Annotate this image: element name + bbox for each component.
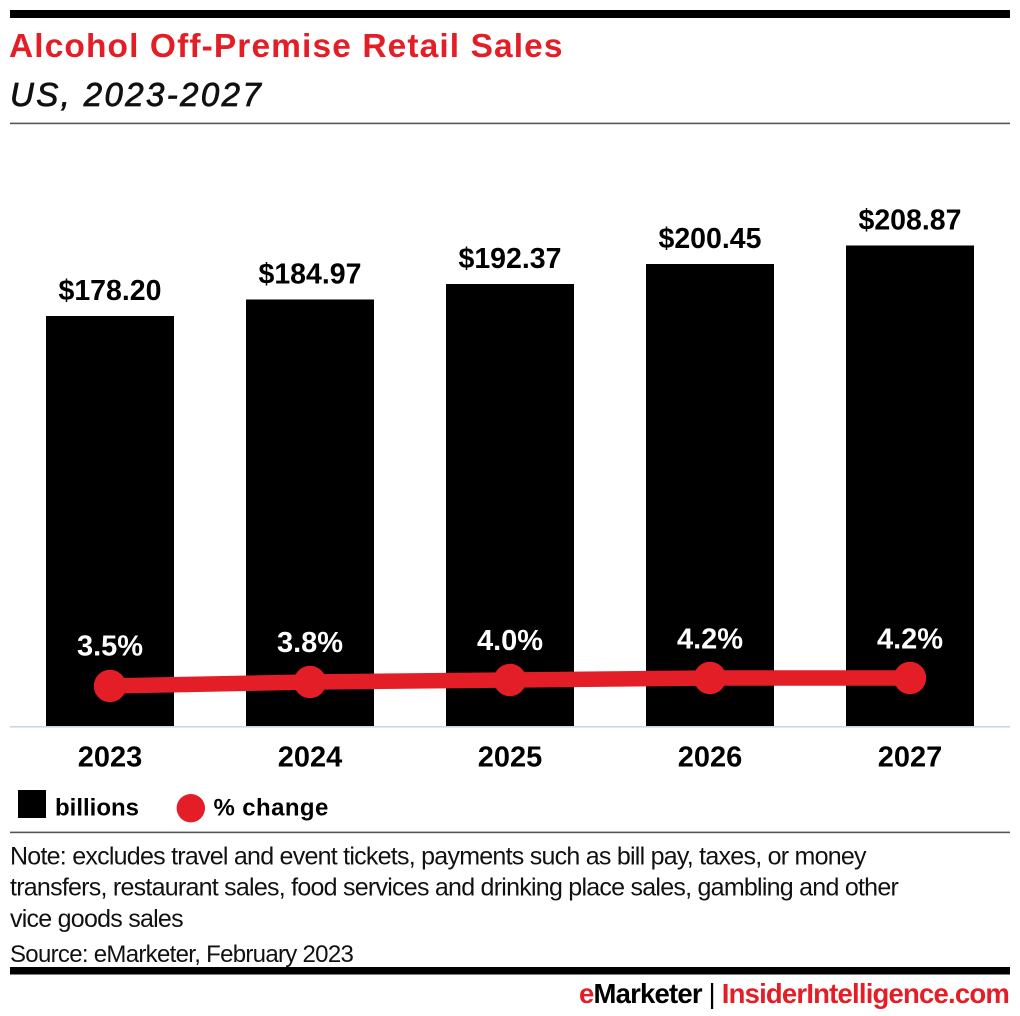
svg-text:transfers, restaurant sales, f: transfers, restaurant sales, food servic… xyxy=(10,874,898,902)
svg-text:eMarketer | InsiderIntelligenc: eMarketer | InsiderIntelligence.com xyxy=(579,978,1009,1009)
svg-text:4.2%: 4.2% xyxy=(677,624,743,656)
svg-text:3.5%: 3.5% xyxy=(77,630,143,662)
svg-text:$178.20: $178.20 xyxy=(58,275,161,307)
svg-text:Note: excludes travel and even: Note: excludes travel and event tickets,… xyxy=(10,842,867,870)
svg-text:Alcohol Off-Premise Retail Sal: Alcohol Off-Premise Retail Sales xyxy=(9,28,564,65)
svg-text:$208.87: $208.87 xyxy=(858,204,961,236)
svg-text:$200.45: $200.45 xyxy=(658,223,761,255)
svg-text:3.8%: 3.8% xyxy=(277,627,343,659)
svg-text:2025: 2025 xyxy=(478,742,543,774)
svg-text:2023: 2023 xyxy=(78,742,143,774)
svg-text:$184.97: $184.97 xyxy=(258,258,361,290)
svg-text:4.2%: 4.2% xyxy=(877,624,943,656)
svg-text:US, 2023-2027: US, 2023-2027 xyxy=(10,76,263,113)
svg-text:$192.37: $192.37 xyxy=(458,243,561,275)
svg-text:2026: 2026 xyxy=(678,742,743,774)
svg-text:4.0%: 4.0% xyxy=(477,625,543,657)
svg-text:billions: billions xyxy=(55,794,139,821)
svg-text:Source: eMarketer, February 20: Source: eMarketer, February 2023 xyxy=(10,941,353,968)
svg-text:2027: 2027 xyxy=(878,742,943,774)
svg-text:vice goods sales: vice goods sales xyxy=(10,905,183,933)
svg-text:% change: % change xyxy=(214,794,329,821)
svg-text:2024: 2024 xyxy=(278,742,343,774)
